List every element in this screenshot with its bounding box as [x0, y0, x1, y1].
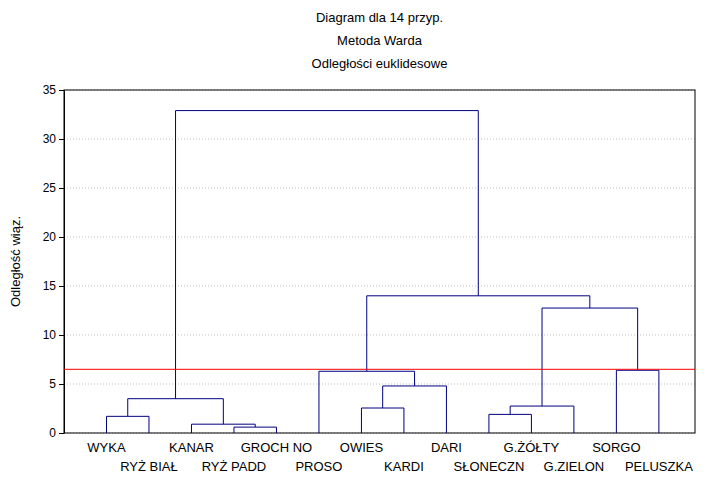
link — [176, 111, 479, 399]
leaf-label: RYŻ BIAŁ — [120, 459, 178, 474]
subtitle: Metoda Warda — [337, 33, 423, 48]
leaf-label: OWIES — [340, 440, 384, 455]
grid-line — [64, 286, 695, 287]
link — [383, 386, 447, 433]
chart: Diagram dla 14 przyp. Metoda Warda Odległo… — [0, 0, 725, 486]
cut-line — [64, 369, 695, 370]
leaf-label: KANAR — [169, 440, 214, 455]
link — [234, 427, 276, 433]
tick: 25 — [43, 181, 64, 195]
title: Diagram dla 14 przyp. — [316, 10, 443, 25]
link — [489, 414, 531, 433]
tick-label: 25 — [43, 181, 57, 195]
tick-label: 10 — [43, 328, 57, 342]
tick-mark — [59, 139, 64, 140]
tick: 35 — [43, 83, 64, 97]
leaf-label: PROSO — [295, 459, 342, 474]
plot-frame — [64, 90, 695, 433]
tick-label: 5 — [49, 377, 56, 391]
grid-line — [64, 384, 695, 385]
leaf-label: G.ŻÓŁTY — [504, 440, 560, 455]
tick-label: 20 — [43, 230, 57, 244]
tick-mark — [59, 188, 64, 189]
y-axis: 0 5 10 15 20 25 30 35 — [43, 83, 65, 440]
leaf-label: KARDI — [384, 459, 424, 474]
grid-line — [64, 139, 695, 140]
tick-mark — [59, 335, 64, 336]
tick-label: 0 — [49, 426, 56, 440]
leaf-label: GROCH NO — [241, 440, 313, 455]
grid — [64, 90, 695, 433]
grid-line — [64, 188, 695, 189]
leaf-label: SŁONECZN — [454, 459, 525, 474]
tick-label: 30 — [43, 132, 57, 146]
tick-mark — [59, 433, 64, 434]
tick: 5 — [49, 377, 64, 391]
grid-line — [64, 237, 695, 238]
leaf-label: RYŻ PADD — [202, 459, 267, 474]
y-axis-line — [64, 91, 65, 434]
leaf-label: G.ZIELON — [544, 459, 605, 474]
subtitle: Odległości euklidesowe — [312, 56, 448, 71]
tick: 15 — [43, 279, 64, 293]
leaf-label: DARI — [431, 440, 462, 455]
link — [319, 371, 415, 433]
link — [191, 424, 255, 433]
leaf-label: WYKA — [87, 440, 126, 455]
leaf-label: SORGO — [592, 440, 640, 455]
tick-label: 15 — [43, 279, 57, 293]
tick: 20 — [43, 230, 64, 244]
tick: 10 — [43, 328, 64, 342]
y-axis-title: Odległość wiąz. — [8, 216, 23, 307]
link — [367, 296, 590, 371]
grid-line — [64, 335, 695, 336]
link — [128, 399, 224, 424]
link — [361, 408, 403, 433]
dendrogram — [64, 111, 695, 433]
link — [616, 370, 658, 433]
tick-mark — [59, 90, 64, 91]
tick-mark — [59, 237, 64, 238]
link — [106, 416, 148, 433]
tick: 30 — [43, 132, 64, 146]
tick-mark — [59, 286, 64, 287]
leaf-label: PELUSZKA — [625, 459, 693, 474]
tick-mark — [59, 384, 64, 385]
link — [542, 308, 638, 406]
tick-label: 35 — [43, 83, 57, 97]
link — [510, 406, 574, 433]
tick: 0 — [49, 426, 64, 440]
